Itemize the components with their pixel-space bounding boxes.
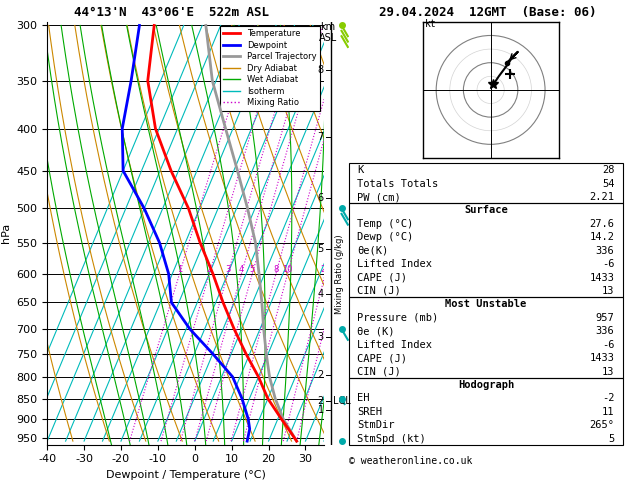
Text: 54: 54 xyxy=(602,179,615,189)
Text: 265°: 265° xyxy=(589,420,615,430)
Text: 7: 7 xyxy=(318,132,324,142)
Text: 13: 13 xyxy=(602,286,615,296)
Legend: Temperature, Dewpoint, Parcel Trajectory, Dry Adiabat, Wet Adiabat, Isotherm, Mi: Temperature, Dewpoint, Parcel Trajectory… xyxy=(220,26,320,111)
Text: 29.04.2024  12GMT  (Base: 06): 29.04.2024 12GMT (Base: 06) xyxy=(379,6,596,19)
Y-axis label: hPa: hPa xyxy=(1,223,11,243)
Text: StmDir: StmDir xyxy=(357,420,395,430)
Text: EH: EH xyxy=(357,393,370,403)
Text: Most Unstable: Most Unstable xyxy=(445,299,526,310)
Text: SREH: SREH xyxy=(357,407,382,417)
Text: 1: 1 xyxy=(318,405,324,415)
Text: 5: 5 xyxy=(318,244,324,254)
Text: 1433: 1433 xyxy=(589,273,615,282)
Text: 2: 2 xyxy=(318,370,324,380)
Text: 957: 957 xyxy=(596,313,615,323)
Text: Totals Totals: Totals Totals xyxy=(357,179,438,189)
Text: 1: 1 xyxy=(177,265,182,274)
Text: 3: 3 xyxy=(225,265,231,274)
Text: 5: 5 xyxy=(608,434,615,444)
Text: kt: kt xyxy=(425,19,437,29)
Text: CIN (J): CIN (J) xyxy=(357,366,401,377)
Text: CAPE (J): CAPE (J) xyxy=(357,273,408,282)
Text: 2: 2 xyxy=(207,265,212,274)
Text: Pressure (mb): Pressure (mb) xyxy=(357,313,438,323)
Text: Surface: Surface xyxy=(464,206,508,215)
Text: θe(K): θe(K) xyxy=(357,246,389,256)
Text: Temp (°C): Temp (°C) xyxy=(357,219,413,229)
Text: 336: 336 xyxy=(596,326,615,336)
Text: 336: 336 xyxy=(596,246,615,256)
Text: km
ASL: km ASL xyxy=(318,22,337,43)
Text: -2: -2 xyxy=(602,393,615,403)
Text: 4: 4 xyxy=(318,289,324,299)
Text: 6: 6 xyxy=(318,192,324,203)
Text: -6: -6 xyxy=(602,340,615,350)
Text: CIN (J): CIN (J) xyxy=(357,286,401,296)
Text: 20: 20 xyxy=(320,265,330,274)
Text: 8: 8 xyxy=(273,265,279,274)
Bar xyxy=(349,378,623,445)
Text: 5: 5 xyxy=(250,265,255,274)
Text: 10: 10 xyxy=(282,265,292,274)
Text: PW (cm): PW (cm) xyxy=(357,192,401,202)
Text: Dewp (°C): Dewp (°C) xyxy=(357,232,413,243)
Text: 14.2: 14.2 xyxy=(589,232,615,243)
Bar xyxy=(349,203,623,297)
Text: 1433: 1433 xyxy=(589,353,615,363)
Text: 44°13'N  43°06'E  522m ASL: 44°13'N 43°06'E 522m ASL xyxy=(74,6,269,19)
Text: © weatheronline.co.uk: © weatheronline.co.uk xyxy=(349,456,472,466)
Text: 4: 4 xyxy=(239,265,244,274)
Text: 8: 8 xyxy=(318,65,324,75)
Text: 3: 3 xyxy=(318,331,324,342)
Text: Mixing Ratio (g/kg): Mixing Ratio (g/kg) xyxy=(335,234,343,313)
Text: θe (K): θe (K) xyxy=(357,326,395,336)
Text: -6: -6 xyxy=(602,259,615,269)
Text: 27.6: 27.6 xyxy=(589,219,615,229)
Text: 11: 11 xyxy=(602,407,615,417)
Text: 2.21: 2.21 xyxy=(589,192,615,202)
Text: 2: 2 xyxy=(318,396,324,406)
Text: Hodograph: Hodograph xyxy=(458,380,514,390)
Text: Lifted Index: Lifted Index xyxy=(357,259,432,269)
Text: K: K xyxy=(357,165,364,175)
Bar xyxy=(349,163,623,203)
Text: LCL: LCL xyxy=(333,396,350,406)
Text: 28: 28 xyxy=(602,165,615,175)
Bar xyxy=(349,297,623,378)
Text: CAPE (J): CAPE (J) xyxy=(357,353,408,363)
Text: StmSpd (kt): StmSpd (kt) xyxy=(357,434,426,444)
X-axis label: Dewpoint / Temperature (°C): Dewpoint / Temperature (°C) xyxy=(106,470,265,480)
Text: Lifted Index: Lifted Index xyxy=(357,340,432,350)
Text: 13: 13 xyxy=(602,366,615,377)
